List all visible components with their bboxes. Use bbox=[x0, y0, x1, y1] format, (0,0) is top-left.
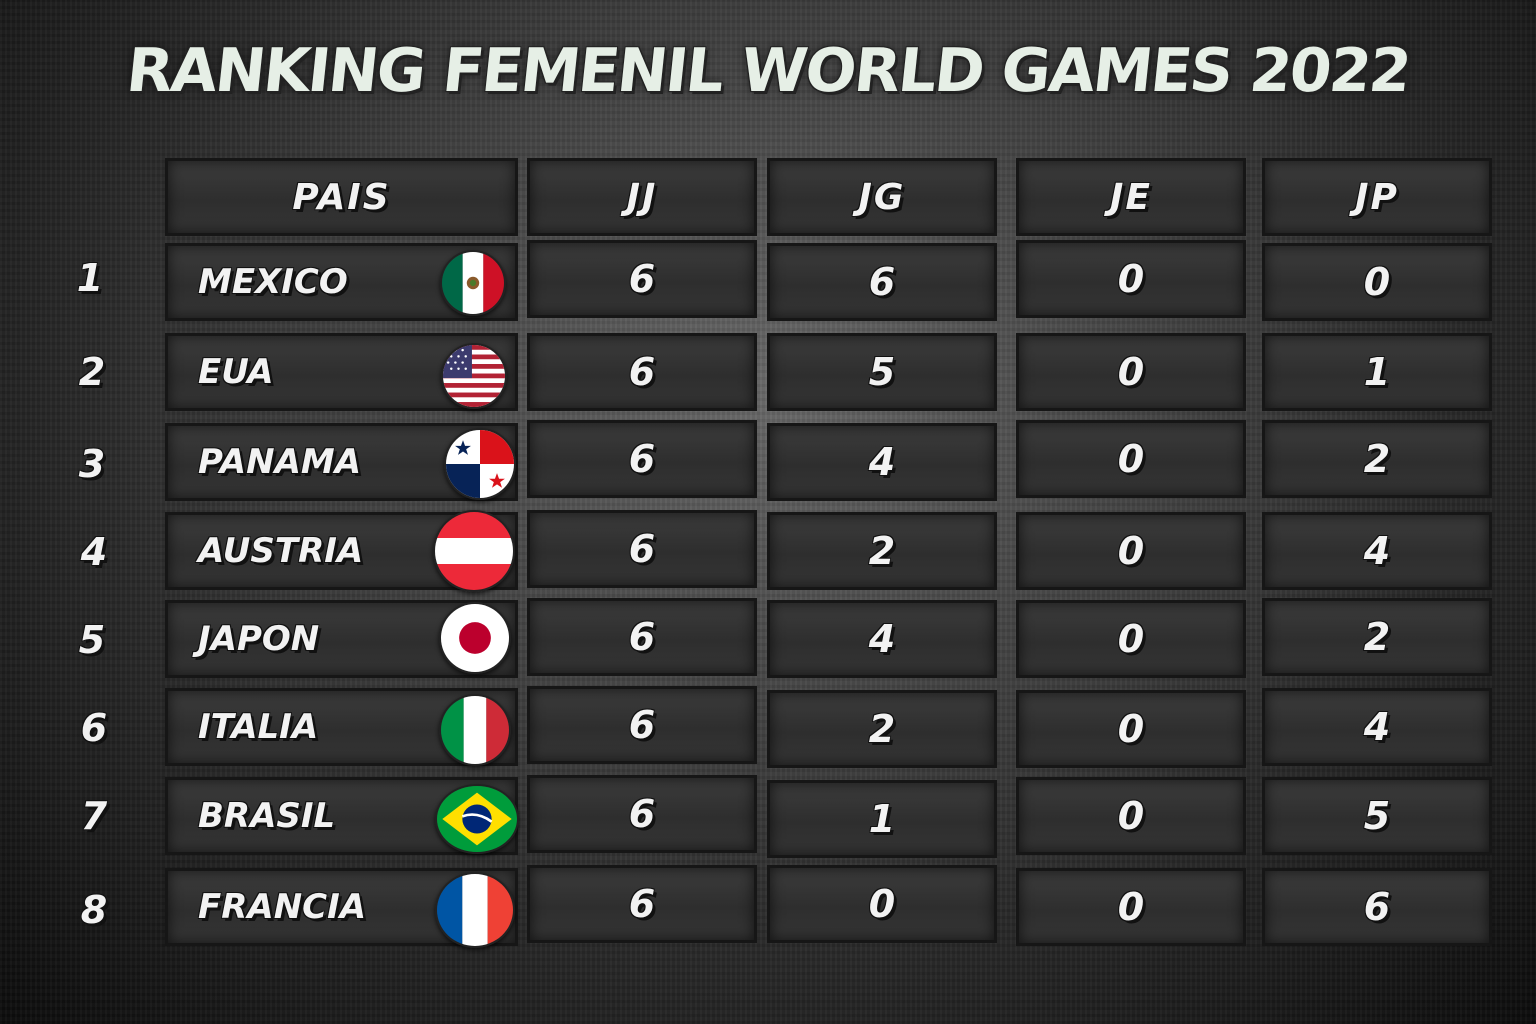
jj-cell: 6 bbox=[527, 420, 757, 498]
jj-cell: 6 bbox=[527, 598, 757, 676]
rank-number: 5 bbox=[78, 618, 106, 662]
jg-cell: 2 bbox=[767, 512, 997, 590]
header-jj-cell: JJ bbox=[527, 158, 757, 236]
jp-value: 2 bbox=[1363, 437, 1391, 481]
rank-number: 6 bbox=[80, 706, 108, 750]
jp-value: 1 bbox=[1363, 350, 1391, 394]
header-jp-cell: JP bbox=[1262, 158, 1492, 236]
brazil-flag-icon bbox=[435, 784, 519, 854]
jg-value: 0 bbox=[868, 882, 896, 926]
jp-cell: 6 bbox=[1262, 868, 1492, 946]
header-pais: PAIS bbox=[292, 176, 391, 218]
country-name: JAPON bbox=[198, 619, 320, 659]
rank-number: 2 bbox=[78, 350, 106, 394]
jg-value: 2 bbox=[868, 707, 896, 751]
jp-cell: 1 bbox=[1262, 333, 1492, 411]
jg-cell: 1 bbox=[767, 780, 997, 858]
je-cell: 0 bbox=[1016, 420, 1246, 498]
je-cell: 0 bbox=[1016, 690, 1246, 768]
jj-value: 6 bbox=[628, 792, 656, 836]
country-name: FRANCIA bbox=[198, 887, 367, 927]
jg-value: 2 bbox=[868, 529, 896, 573]
jj-cell: 6 bbox=[527, 510, 757, 588]
jg-value: 4 bbox=[868, 440, 896, 484]
jj-cell: 6 bbox=[527, 333, 757, 411]
jj-cell: 6 bbox=[527, 865, 757, 943]
jj-value: 6 bbox=[628, 882, 656, 926]
jj-cell: 6 bbox=[527, 686, 757, 764]
jp-cell: 0 bbox=[1262, 243, 1492, 321]
country-name: MEXICO bbox=[198, 262, 348, 302]
header-je: JE bbox=[1110, 176, 1152, 218]
je-cell: 0 bbox=[1016, 868, 1246, 946]
jp-value: 4 bbox=[1363, 705, 1391, 749]
je-value: 0 bbox=[1117, 529, 1145, 573]
jp-cell: 4 bbox=[1262, 688, 1492, 766]
japan-flag-icon bbox=[439, 602, 511, 674]
jg-cell: 2 bbox=[767, 690, 997, 768]
je-cell: 0 bbox=[1016, 777, 1246, 855]
jg-cell: 4 bbox=[767, 423, 997, 501]
jg-value: 5 bbox=[868, 350, 896, 394]
jj-cell: 6 bbox=[527, 240, 757, 318]
rank-number: 8 bbox=[80, 888, 108, 932]
je-value: 0 bbox=[1117, 885, 1145, 929]
rank-number: 1 bbox=[76, 256, 104, 300]
header-jp: JP bbox=[1355, 176, 1399, 218]
jp-value: 4 bbox=[1363, 529, 1391, 573]
je-cell: 0 bbox=[1016, 333, 1246, 411]
jg-cell: 0 bbox=[767, 865, 997, 943]
jj-value: 6 bbox=[628, 437, 656, 481]
jj-value: 6 bbox=[628, 615, 656, 659]
jg-cell: 5 bbox=[767, 333, 997, 411]
country-name: ITALIA bbox=[198, 707, 319, 747]
rank-number: 3 bbox=[78, 442, 106, 486]
jp-cell: 2 bbox=[1262, 420, 1492, 498]
header-je-cell: JE bbox=[1016, 158, 1246, 236]
usa-flag-icon bbox=[441, 343, 507, 409]
jp-value: 0 bbox=[1363, 260, 1391, 304]
je-value: 0 bbox=[1117, 257, 1145, 301]
header-jg: JG bbox=[858, 176, 906, 218]
jg-value: 6 bbox=[868, 260, 896, 304]
je-cell: 0 bbox=[1016, 512, 1246, 590]
page-title: RANKING FEMENIL WORLD GAMES 2022 bbox=[123, 36, 1413, 106]
jg-cell: 4 bbox=[767, 600, 997, 678]
header-jg-cell: JG bbox=[767, 158, 997, 236]
jj-cell: 6 bbox=[527, 775, 757, 853]
je-value: 0 bbox=[1117, 350, 1145, 394]
jj-value: 6 bbox=[628, 527, 656, 571]
france-flag-icon bbox=[435, 872, 515, 948]
austria-flag-icon bbox=[433, 510, 515, 592]
je-cell: 0 bbox=[1016, 600, 1246, 678]
jp-cell: 5 bbox=[1262, 777, 1492, 855]
je-cell: 0 bbox=[1016, 240, 1246, 318]
country-name: AUSTRIA bbox=[198, 531, 364, 571]
jp-cell: 4 bbox=[1262, 512, 1492, 590]
jp-cell: 2 bbox=[1262, 598, 1492, 676]
mexico-flag-icon bbox=[440, 250, 506, 316]
header-jj: JJ bbox=[626, 176, 658, 218]
panama-flag-icon bbox=[444, 428, 516, 500]
je-value: 0 bbox=[1117, 707, 1145, 751]
jp-value: 5 bbox=[1363, 794, 1391, 838]
jj-value: 6 bbox=[628, 257, 656, 301]
je-value: 0 bbox=[1117, 617, 1145, 661]
je-value: 0 bbox=[1117, 794, 1145, 838]
italy-flag-icon bbox=[439, 694, 511, 766]
jg-value: 4 bbox=[868, 617, 896, 661]
jp-value: 6 bbox=[1363, 885, 1391, 929]
jj-value: 6 bbox=[628, 350, 656, 394]
je-value: 0 bbox=[1117, 437, 1145, 481]
rank-number: 7 bbox=[80, 794, 108, 838]
jg-cell: 6 bbox=[767, 243, 997, 321]
jj-value: 6 bbox=[628, 703, 656, 747]
header-pais-cell: PAIS bbox=[165, 158, 518, 236]
jp-value: 2 bbox=[1363, 615, 1391, 659]
jg-value: 1 bbox=[868, 797, 896, 841]
country-name: PANAMA bbox=[198, 442, 362, 482]
country-name: BRASIL bbox=[198, 796, 336, 836]
country-name: EUA bbox=[198, 352, 274, 392]
rank-number: 4 bbox=[80, 530, 108, 574]
